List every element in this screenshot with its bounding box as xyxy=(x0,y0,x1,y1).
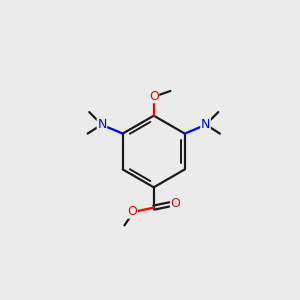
Text: N: N xyxy=(97,118,106,131)
Text: O: O xyxy=(128,205,137,218)
Text: N: N xyxy=(201,118,210,131)
Text: O: O xyxy=(170,197,180,210)
Text: O: O xyxy=(149,90,159,103)
